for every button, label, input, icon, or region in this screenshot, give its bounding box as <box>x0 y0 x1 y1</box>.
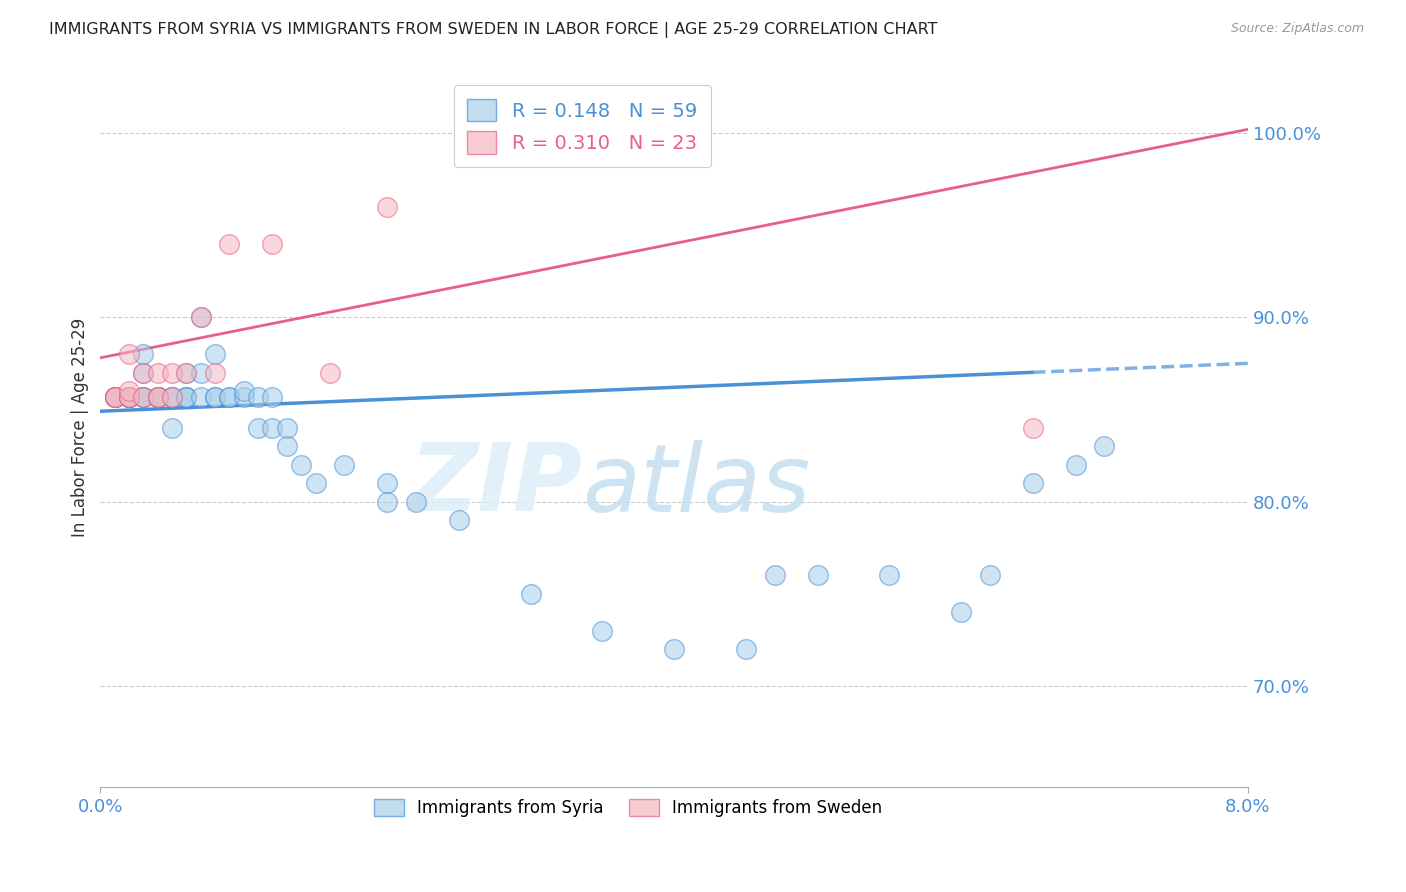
Point <box>979 568 1001 582</box>
Point <box>118 390 141 404</box>
Point <box>118 390 141 404</box>
Point <box>290 458 312 472</box>
Point <box>877 568 900 582</box>
Point <box>132 366 155 380</box>
Legend: Immigrants from Syria, Immigrants from Sweden: Immigrants from Syria, Immigrants from S… <box>366 790 890 826</box>
Point <box>190 390 212 404</box>
Point <box>118 390 141 404</box>
Point <box>104 390 127 404</box>
Point <box>190 310 212 325</box>
Point <box>146 390 169 404</box>
Point <box>218 390 240 404</box>
Point <box>118 347 141 361</box>
Point <box>276 439 298 453</box>
Point <box>176 390 198 404</box>
Point <box>118 390 141 404</box>
Point <box>104 390 127 404</box>
Point <box>232 390 254 404</box>
Point <box>1021 476 1043 491</box>
Point <box>1021 421 1043 435</box>
Point <box>190 366 212 380</box>
Point <box>118 384 141 398</box>
Point <box>204 347 226 361</box>
Point <box>104 390 127 404</box>
Point <box>591 624 613 638</box>
Point <box>375 476 398 491</box>
Point <box>949 605 972 619</box>
Point <box>1092 439 1115 453</box>
Point <box>104 390 127 404</box>
Point <box>118 390 141 404</box>
Point <box>204 390 226 404</box>
Point <box>132 347 155 361</box>
Text: Source: ZipAtlas.com: Source: ZipAtlas.com <box>1230 22 1364 36</box>
Point <box>262 390 284 404</box>
Point <box>160 421 183 435</box>
Point <box>276 421 298 435</box>
Point <box>247 421 270 435</box>
Point <box>375 200 398 214</box>
Point <box>806 568 828 582</box>
Point <box>232 384 254 398</box>
Point <box>104 390 127 404</box>
Point <box>218 236 240 251</box>
Point <box>662 642 685 657</box>
Point <box>146 390 169 404</box>
Point <box>319 366 342 380</box>
Point <box>247 390 270 404</box>
Point <box>218 390 240 404</box>
Point <box>176 366 198 380</box>
Point <box>146 390 169 404</box>
Point <box>519 587 541 601</box>
Y-axis label: In Labor Force | Age 25-29: In Labor Force | Age 25-29 <box>72 318 89 538</box>
Point <box>734 642 756 657</box>
Point <box>160 390 183 404</box>
Point <box>190 310 212 325</box>
Point <box>160 366 183 380</box>
Point <box>146 390 169 404</box>
Text: IMMIGRANTS FROM SYRIA VS IMMIGRANTS FROM SWEDEN IN LABOR FORCE | AGE 25-29 CORRE: IMMIGRANTS FROM SYRIA VS IMMIGRANTS FROM… <box>49 22 938 38</box>
Point <box>333 458 356 472</box>
Point <box>176 390 198 404</box>
Point <box>160 390 183 404</box>
Point <box>132 390 155 404</box>
Point <box>262 236 284 251</box>
Point <box>132 366 155 380</box>
Point <box>375 494 398 508</box>
Point <box>132 390 155 404</box>
Text: ZIP: ZIP <box>409 440 582 532</box>
Point <box>176 390 198 404</box>
Point <box>405 494 427 508</box>
Point <box>146 366 169 380</box>
Point <box>118 390 141 404</box>
Point <box>118 390 141 404</box>
Text: atlas: atlas <box>582 440 810 531</box>
Point <box>146 390 169 404</box>
Point <box>262 421 284 435</box>
Point <box>204 390 226 404</box>
Point <box>447 513 470 527</box>
Point <box>118 390 141 404</box>
Point <box>1064 458 1087 472</box>
Point <box>304 476 326 491</box>
Point <box>204 366 226 380</box>
Point <box>176 366 198 380</box>
Point <box>160 390 183 404</box>
Point <box>146 390 169 404</box>
Point <box>763 568 786 582</box>
Point <box>132 390 155 404</box>
Point <box>104 390 127 404</box>
Point <box>132 390 155 404</box>
